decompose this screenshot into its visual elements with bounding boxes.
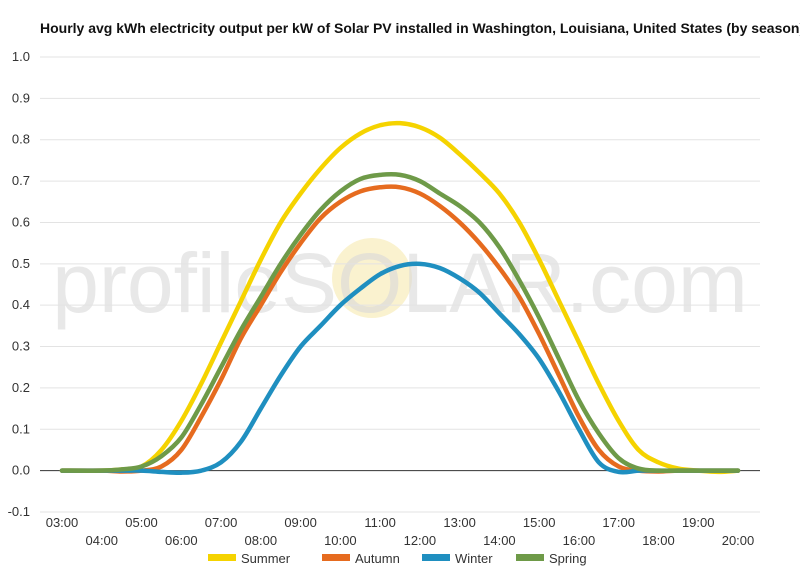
y-tick-label: 0.9 bbox=[12, 90, 30, 105]
x-tick-label: 18:00 bbox=[642, 533, 675, 548]
x-tick-label: 16:00 bbox=[563, 533, 596, 548]
legend-swatch-summer bbox=[208, 554, 236, 561]
series-group bbox=[59, 120, 741, 475]
y-tick-label: 0.5 bbox=[12, 256, 30, 271]
y-axis-ticks: -0.1 0.0 0.1 0.2 0.3 0.4 0.5 0.6 0.7 0.8 0.9 1.0 bbox=[8, 49, 30, 519]
x-axis-ticks: 03:00 04:00 05:00 06:00 07:00 08:00 09:00 10:00… bbox=[46, 515, 755, 548]
legend-swatch-autumn bbox=[322, 554, 350, 561]
watermark-suffix: .com bbox=[566, 236, 748, 330]
legend-swatch-winter bbox=[422, 554, 450, 561]
y-tick-label: 0.2 bbox=[12, 380, 30, 395]
x-tick-label: 05:00 bbox=[125, 515, 158, 530]
x-tick-label: 14:00 bbox=[483, 533, 516, 548]
x-tick-label: 03:00 bbox=[46, 515, 79, 530]
x-tick-label: 13:00 bbox=[443, 515, 476, 530]
y-tick-label: -0.1 bbox=[8, 504, 30, 519]
y-tick-label: 0.1 bbox=[12, 421, 30, 436]
watermark-text: profileSOLAR.com bbox=[52, 236, 748, 330]
x-tick-label: 11:00 bbox=[364, 515, 396, 530]
x-tick-label: 15:00 bbox=[523, 515, 556, 530]
legend-label-summer: Summer bbox=[241, 551, 291, 566]
y-tick-label: 0.0 bbox=[12, 463, 30, 478]
y-tick-label: 0.4 bbox=[12, 297, 30, 312]
x-tick-label: 17:00 bbox=[602, 515, 635, 530]
x-tick-label: 08:00 bbox=[245, 533, 278, 548]
x-tick-label: 04:00 bbox=[85, 533, 118, 548]
series-line-winter bbox=[59, 261, 741, 475]
y-tick-label: 0.6 bbox=[12, 214, 30, 229]
y-tick-label: 0.8 bbox=[12, 132, 30, 147]
x-tick-label: 19:00 bbox=[682, 515, 715, 530]
legend-label-winter: Winter bbox=[455, 551, 493, 566]
grid bbox=[40, 56, 760, 513]
watermark: profileSOLAR.com bbox=[52, 236, 748, 330]
watermark-prefix: profile bbox=[52, 236, 281, 330]
y-tick-label: 0.3 bbox=[12, 339, 30, 354]
series-line-spring bbox=[59, 171, 741, 474]
x-tick-label: 06:00 bbox=[165, 533, 198, 548]
x-tick-label: 10:00 bbox=[324, 533, 357, 548]
legend-swatch-spring bbox=[516, 554, 544, 561]
legend-label-spring: Spring bbox=[549, 551, 587, 566]
x-tick-label: 12:00 bbox=[404, 533, 437, 548]
series-line-autumn bbox=[59, 184, 741, 474]
legend-label-autumn: Autumn bbox=[355, 551, 400, 566]
legend: Summer Autumn Winter Spring bbox=[208, 551, 587, 566]
x-tick-label: 20:00 bbox=[722, 533, 755, 548]
x-tick-label: 07:00 bbox=[205, 515, 238, 530]
y-tick-label: 1.0 bbox=[12, 49, 30, 64]
y-tick-label: 0.7 bbox=[12, 173, 30, 188]
series-line-summer bbox=[59, 120, 741, 475]
x-tick-label: 09:00 bbox=[284, 515, 317, 530]
chart-title: Hourly avg kWh electricity output per kW… bbox=[40, 20, 800, 36]
